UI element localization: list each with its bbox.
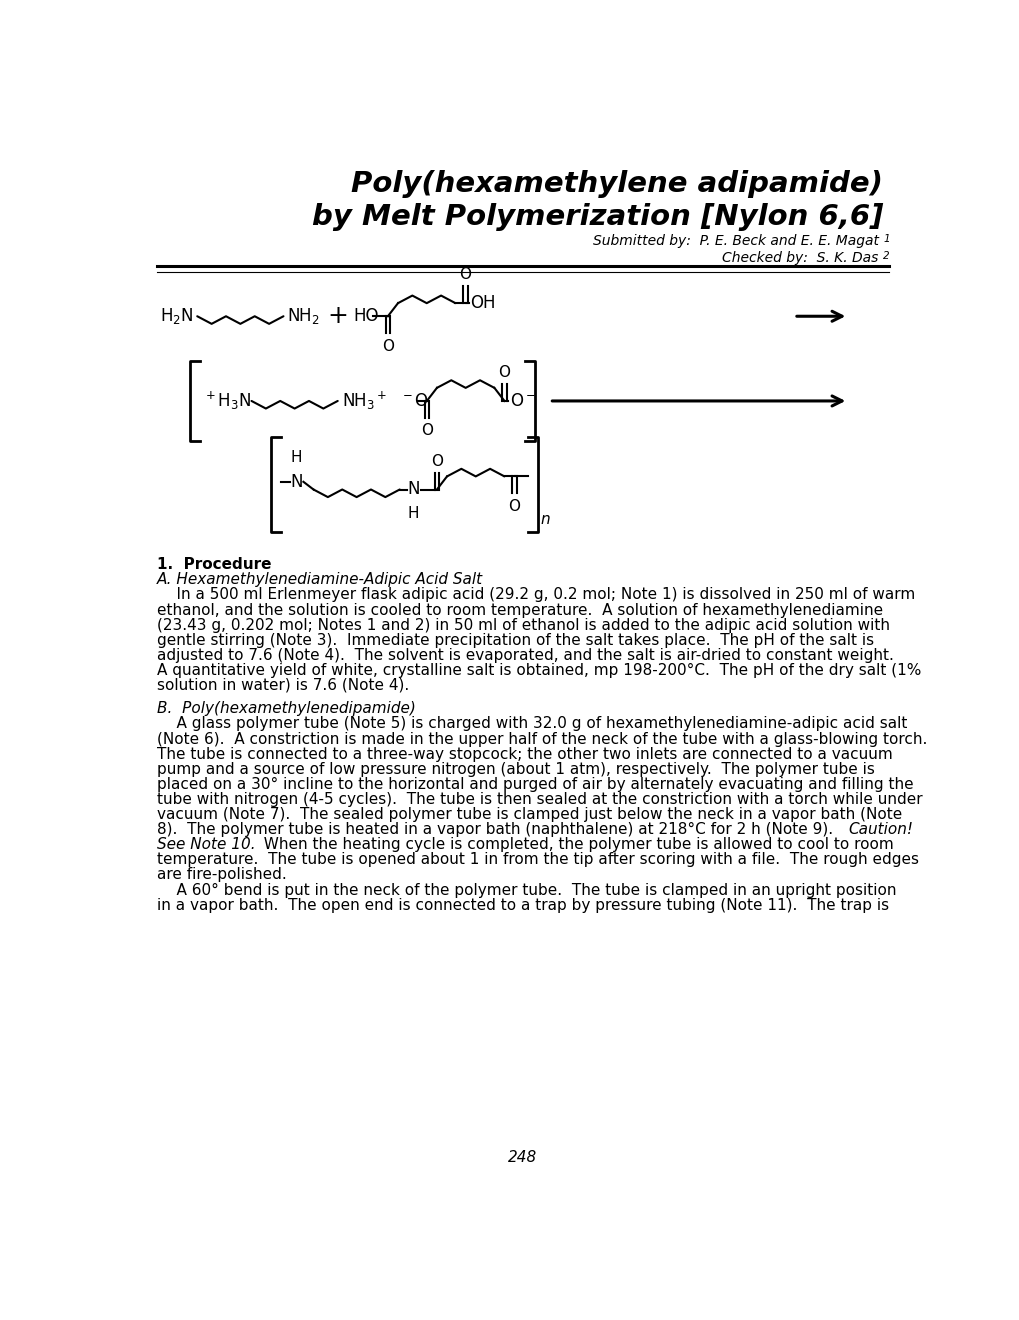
Text: A. Hexamethylenediamine-Adipic Acid Salt: A. Hexamethylenediamine-Adipic Acid Salt	[157, 573, 483, 587]
Text: O: O	[498, 366, 510, 380]
Text: N: N	[407, 480, 420, 499]
Text: O: O	[508, 499, 520, 513]
Text: vacuum (Note 7).  The sealed polymer tube is clamped just below the neck in a va: vacuum (Note 7). The sealed polymer tube…	[157, 807, 902, 822]
Text: Poly(hexamethylene adipamide): Poly(hexamethylene adipamide)	[351, 170, 882, 198]
Text: H$_2$N: H$_2$N	[160, 306, 194, 326]
Text: 2: 2	[882, 251, 889, 261]
Text: $^+$H$_3$N: $^+$H$_3$N	[203, 389, 252, 412]
Text: pump and a source of low pressure nitrogen (about 1 atm), respectively.  The pol: pump and a source of low pressure nitrog…	[157, 762, 874, 776]
Text: N: N	[290, 473, 303, 491]
Text: are fire-polished.: are fire-polished.	[157, 867, 286, 882]
Text: NH$_2$: NH$_2$	[287, 306, 320, 326]
Text: O: O	[460, 268, 471, 282]
Text: O: O	[430, 454, 442, 469]
Text: O$^-$: O$^-$	[510, 392, 535, 411]
Text: See Note 10.: See Note 10.	[157, 837, 256, 853]
Text: by Melt Polymerization [Nylon 6,6]: by Melt Polymerization [Nylon 6,6]	[312, 203, 882, 231]
Text: 1: 1	[882, 234, 889, 244]
Text: O: O	[381, 339, 393, 354]
Text: The tube is connected to a three-way stopcock; the other two inlets are connecte: The tube is connected to a three-way sto…	[157, 747, 892, 762]
Text: n: n	[540, 512, 550, 527]
Text: HO: HO	[354, 308, 379, 325]
Text: 248: 248	[507, 1150, 537, 1166]
Text: Caution!: Caution!	[848, 822, 912, 837]
Text: +: +	[327, 304, 348, 329]
Text: adjusted to 7.6 (Note 4).  The solvent is evaporated, and the salt is air-dried : adjusted to 7.6 (Note 4). The solvent is…	[157, 648, 893, 663]
Text: $^-$O: $^-$O	[399, 392, 428, 411]
Text: A quantitative yield of white, crystalline salt is obtained, mp 198-200°C.  The : A quantitative yield of white, crystalli…	[157, 663, 920, 678]
Text: 1.  Procedure: 1. Procedure	[157, 557, 271, 573]
Text: NH$_3$$^+$: NH$_3$$^+$	[341, 389, 386, 412]
Text: Checked by:  S. K. Das: Checked by: S. K. Das	[721, 251, 882, 265]
Text: H: H	[408, 507, 419, 521]
Text: Submitted by:  P. E. Beck and E. E. Magat: Submitted by: P. E. Beck and E. E. Magat	[592, 234, 882, 248]
Text: gentle stirring (Note 3).  Immediate precipitation of the salt takes place.  The: gentle stirring (Note 3). Immediate prec…	[157, 632, 873, 648]
Text: in a vapor bath.  The open end is connected to a trap by pressure tubing (Note 1: in a vapor bath. The open end is connect…	[157, 898, 889, 912]
Text: temperature.  The tube is opened about 1 in from the tip after scoring with a fi: temperature. The tube is opened about 1 …	[157, 853, 918, 867]
Text: 8).  The polymer tube is heated in a vapor bath (naphthalene) at 218°C for 2 h (: 8). The polymer tube is heated in a vapo…	[157, 822, 842, 837]
Text: tube with nitrogen (4-5 cycles).  The tube is then sealed at the constriction wi: tube with nitrogen (4-5 cycles). The tub…	[157, 792, 921, 807]
Text: OH: OH	[470, 294, 495, 312]
Text: A 60° bend is put in the neck of the polymer tube.  The tube is clamped in an up: A 60° bend is put in the neck of the pol…	[157, 883, 896, 898]
Text: O: O	[421, 424, 432, 438]
Text: When the heating cycle is completed, the polymer tube is allowed to cool to room: When the heating cycle is completed, the…	[254, 837, 893, 853]
Text: In a 500 ml Erlenmeyer flask adipic acid (29.2 g, 0.2 mol; Note 1) is dissolved : In a 500 ml Erlenmeyer flask adipic acid…	[157, 587, 914, 602]
Text: H: H	[290, 450, 302, 465]
Text: placed on a 30° incline to the horizontal and purged of air by alternately evacu: placed on a 30° incline to the horizonta…	[157, 777, 913, 792]
Text: (Note 6).  A constriction is made in the upper half of the neck of the tube with: (Note 6). A constriction is made in the …	[157, 731, 926, 747]
Text: (23.43 g, 0.202 mol; Notes 1 and 2) in 50 ml of ethanol is added to the adipic a: (23.43 g, 0.202 mol; Notes 1 and 2) in 5…	[157, 618, 890, 632]
Text: B.  Poly(hexamethylenedipamide): B. Poly(hexamethylenedipamide)	[157, 701, 416, 717]
Text: solution in water) is 7.6 (Note 4).: solution in water) is 7.6 (Note 4).	[157, 678, 409, 693]
Text: A glass polymer tube (Note 5) is charged with 32.0 g of hexamethylenediamine-adi: A glass polymer tube (Note 5) is charged…	[157, 717, 907, 731]
Text: ethanol, and the solution is cooled to room temperature.  A solution of hexameth: ethanol, and the solution is cooled to r…	[157, 602, 882, 618]
